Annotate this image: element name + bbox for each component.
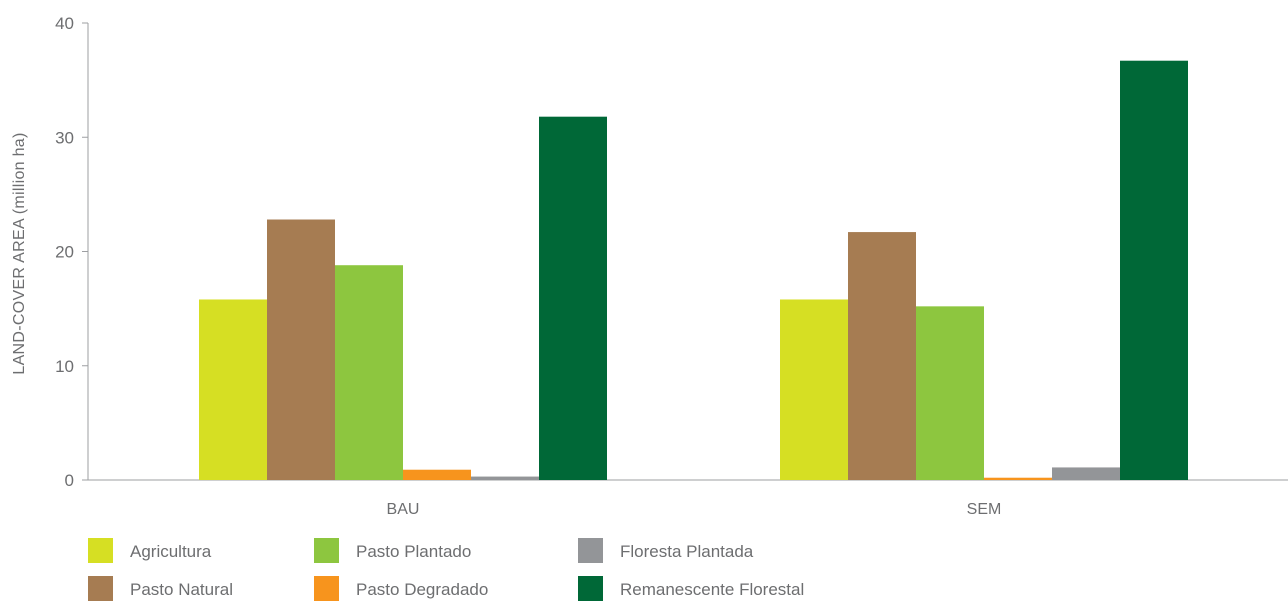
y-tick-label: 20 bbox=[55, 243, 74, 262]
y-tick-label: 30 bbox=[55, 128, 74, 147]
y-tick-label: 10 bbox=[55, 357, 74, 376]
legend-label: Remanescente Florestal bbox=[620, 580, 804, 599]
legend-swatch bbox=[578, 576, 603, 601]
bar-bau-pasto-natural bbox=[267, 219, 335, 480]
bar-sem-remanescente-florestal bbox=[1120, 60, 1188, 480]
bar-bau-pasto-plantado bbox=[335, 265, 403, 480]
bar-bau-remanescente-florestal bbox=[539, 116, 607, 480]
legend-swatch bbox=[88, 538, 113, 563]
legend-label: Floresta Plantada bbox=[620, 542, 754, 561]
legend-label: Pasto Plantado bbox=[356, 542, 471, 561]
x-category-label: SEM bbox=[967, 501, 1002, 518]
bar-sem-pasto-degradado bbox=[984, 477, 1052, 480]
labels: BAU SEM bbox=[387, 501, 1002, 518]
legend: Agricultura Pasto Natural Pasto Plantado Pa… bbox=[88, 538, 804, 601]
y-tick-label: 0 bbox=[65, 471, 74, 490]
bar-sem-agricultura bbox=[780, 299, 848, 480]
bar-sem-pasto-plantado bbox=[916, 306, 984, 480]
legend-swatch bbox=[314, 538, 339, 563]
bar-bau-pasto-degradado bbox=[403, 469, 471, 480]
x-category-label: BAU bbox=[387, 501, 420, 518]
y-axis-label: LAND-COVER AREA (million ha) bbox=[11, 132, 28, 374]
bars bbox=[199, 60, 1188, 480]
bar-bau-floresta-plantada bbox=[471, 476, 539, 480]
bar-sem-floresta-plantada bbox=[1052, 467, 1120, 480]
legend-swatch bbox=[88, 576, 113, 601]
legend-label: Agricultura bbox=[130, 542, 212, 561]
legend-swatch bbox=[578, 538, 603, 563]
bar-sem-pasto-natural bbox=[848, 232, 916, 480]
legend-label: Pasto Natural bbox=[130, 580, 233, 599]
legend-label: Pasto Degradado bbox=[356, 580, 488, 599]
bar-bau-agricultura bbox=[199, 299, 267, 480]
y-tick-label: 40 bbox=[55, 14, 74, 33]
legend-swatch bbox=[314, 576, 339, 601]
